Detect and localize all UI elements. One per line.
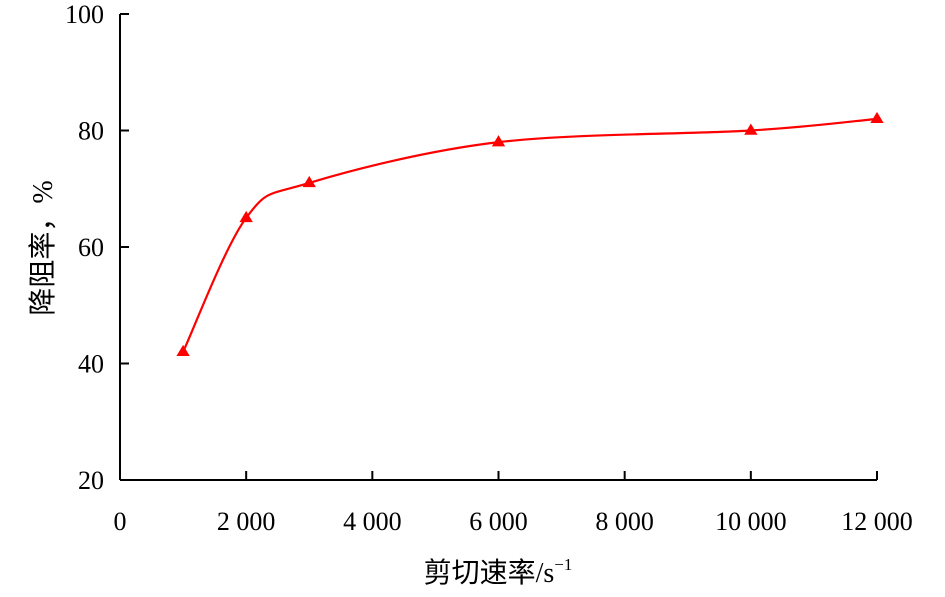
y-tick-label: 60 (78, 233, 104, 262)
x-tick-label: 2 000 (217, 507, 276, 536)
x-tick-label: 8 000 (595, 507, 654, 536)
x-tick-label: 0 (114, 507, 127, 536)
y-tick-label: 20 (78, 466, 104, 495)
data-point-marker (239, 210, 253, 223)
data-point-marker (302, 175, 316, 188)
data-point-marker (491, 135, 506, 147)
x-tick-label: 4 000 (343, 507, 402, 536)
x-tick-label: 12 000 (841, 507, 913, 536)
x-axis-title-superscript: −1 (554, 555, 572, 574)
series-line (182, 117, 878, 353)
y-tick-label: 80 (78, 117, 104, 146)
y-tick-label: 40 (78, 350, 104, 379)
x-axis-ticks: 0 2 000 4 000 6 000 8 000 10 000 12 000 (114, 471, 913, 536)
x-axis-title: 剪切速率/s−1 (424, 555, 573, 589)
axes (119, 14, 877, 481)
y-tick-label: 100 (65, 0, 104, 29)
data-point-marker (744, 123, 758, 135)
x-tick-label: 6 000 (469, 507, 528, 536)
x-axis-title-text: 剪切速率/s (424, 557, 555, 589)
data-point-marker (870, 111, 884, 124)
data-point-marker (176, 344, 190, 357)
y-axis-ticks: 20 40 60 80 100 (65, 0, 129, 495)
x-tick-label: 10 000 (715, 507, 787, 536)
y-axis-title: 降阻率，% (27, 180, 59, 315)
series-layer (176, 111, 884, 357)
